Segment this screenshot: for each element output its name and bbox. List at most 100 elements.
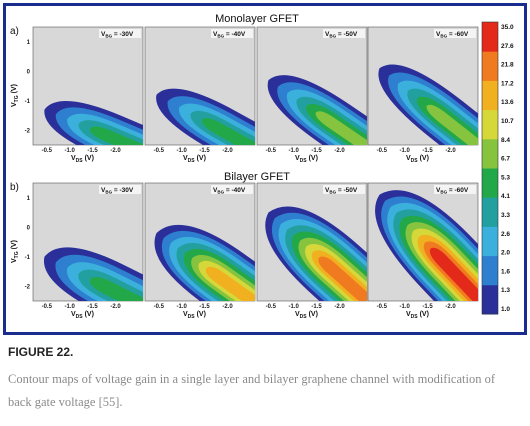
vbg-label: VBG = -30V xyxy=(99,29,141,39)
contour-band xyxy=(318,256,367,301)
contour-panel: VBG = -40V -0.5 -1.0 -1.5 -2.0 VDS (V) xyxy=(144,182,256,320)
vbg-label: VBG = -30V xyxy=(99,185,141,195)
x-tick-label: -0.5 xyxy=(154,148,165,154)
x-tick-label: -2.0 xyxy=(334,304,345,310)
vbg-label: VBG = -60V xyxy=(434,185,476,195)
contour-band xyxy=(89,276,143,301)
x-axis-label: VDS (V) xyxy=(71,155,94,164)
contour-panel: VBG = -60V -0.5 -1.0 -1.5 -2.0 VDS (V) xyxy=(367,182,479,320)
vbg-label: VBG = -40V xyxy=(211,185,253,195)
contour-band xyxy=(201,118,255,145)
x-tick-label: -1.5 xyxy=(311,148,322,154)
colorbar-tick-label: 5.3 xyxy=(501,174,510,181)
vbg-label: VBG = -40V xyxy=(211,29,253,39)
vbg-label-text: VBG = -40V xyxy=(213,187,246,195)
x-tick-label: -1.0 xyxy=(176,304,187,310)
x-tick-label: -0.5 xyxy=(266,148,277,154)
x-tick-label: -1.0 xyxy=(64,148,75,154)
x-tick-label: -2.0 xyxy=(110,148,121,154)
y-tick-label: -1 xyxy=(25,255,31,261)
x-tick-label: -2.0 xyxy=(110,304,121,310)
x-tick-label: -0.5 xyxy=(377,148,388,154)
colorbar-tick-label: 35.0 xyxy=(501,24,514,31)
vbg-value: = -60V xyxy=(447,31,469,38)
colorbar: 35.0 27.6 21.8 17.2 13.6 10.7 8.4 6.7 5.3 4.1 3.3 2… xyxy=(481,21,514,315)
x-tick-label: -0.5 xyxy=(42,148,53,154)
panel-letter-a: a) xyxy=(10,26,19,37)
colorbar-tick-label: 27.6 xyxy=(501,43,514,50)
y-axis-label: VTG (V) xyxy=(11,240,20,263)
colorbar-segment xyxy=(482,284,498,315)
contour-band xyxy=(89,126,143,145)
row-title-bilayer: Bilayer GFET xyxy=(224,171,290,183)
colorbar-segment xyxy=(482,226,498,257)
contour-figure: Monolayer GFET Bilayer GFET a) b) 1 0 -1 -2 VTG … xyxy=(10,13,514,320)
x-tick-label: -0.5 xyxy=(154,304,165,310)
y-tick-label: 0 xyxy=(27,69,31,75)
colorbar-segment xyxy=(482,80,498,111)
colorbar-tick-label: 1.3 xyxy=(501,287,510,294)
x-axis-label: VDS (V) xyxy=(406,311,429,320)
colorbar-border xyxy=(481,21,499,315)
colorbar-segment xyxy=(482,255,498,286)
vbg-label: VBG = -60V xyxy=(434,29,476,39)
vbg-label-text: VBG = -50V xyxy=(325,187,358,195)
x-axis-label: VDS (V) xyxy=(183,155,206,164)
vbg-label-box xyxy=(99,185,141,194)
y-tick-label: 1 xyxy=(27,40,31,46)
y-tick-label: -2 xyxy=(25,128,31,134)
vbg-value: = -60V xyxy=(447,187,469,194)
x-tick-label: -1.5 xyxy=(422,304,433,310)
vbg-label: VBG = -50V xyxy=(323,29,365,39)
vbg-value: = -40V xyxy=(224,187,246,194)
vbg-label-box xyxy=(99,29,141,38)
vbg-label-text: VBG = -30V xyxy=(101,31,134,39)
figure-caption-label: FIGURE 22. xyxy=(8,345,74,359)
x-axis-label: VDS (V) xyxy=(295,155,318,164)
colorbar-tick-label: 17.2 xyxy=(501,80,514,87)
row-title-monolayer: Monolayer GFET xyxy=(215,13,299,25)
contour-band xyxy=(429,247,478,301)
y-tick-label: 1 xyxy=(27,196,31,202)
colorbar-tick-label: 10.7 xyxy=(501,118,514,125)
x-axis-label: VDS (V) xyxy=(183,311,206,320)
colorbar-tick-label: 8.4 xyxy=(501,137,510,144)
vbg-label-text: VBG = -50V xyxy=(325,31,358,39)
x-tick-label: -1.5 xyxy=(422,148,433,154)
x-axis-label: VDS (V) xyxy=(71,311,94,320)
figure-caption-text: Contour maps of voltage gain in a single… xyxy=(8,372,496,409)
colorbar-segment xyxy=(482,109,498,140)
contour-panel: VBG = -30V -0.5 -1.0 -1.5 -2.0 VDS (V) xyxy=(32,182,144,320)
colorbar-tick-label: 2.6 xyxy=(501,231,510,238)
x-tick-label: -1.0 xyxy=(399,304,410,310)
colorbar-tick-label: 3.3 xyxy=(501,212,510,219)
x-axis-label: VDS (V) xyxy=(295,311,318,320)
x-tick-label: -0.5 xyxy=(266,304,277,310)
contour-panel: VBG = -40V -0.5 -1.0 -1.5 -2.0 VDS (V) xyxy=(144,26,256,164)
colorbar-segment xyxy=(482,197,498,227)
x-tick-label: -1.0 xyxy=(288,148,299,154)
contour-band xyxy=(205,266,255,301)
contour-panel: VBG = -30V -0.5 -1.0 -1.5 -2.0 VDS (V) xyxy=(32,26,144,164)
colorbar-segment xyxy=(482,138,498,169)
colorbar-tick-label: 6.7 xyxy=(501,156,510,163)
colorbar-tick-label: 1.6 xyxy=(501,268,510,275)
vbg-label-box xyxy=(434,29,476,38)
colorbar-tick-label: 1.0 xyxy=(501,306,510,313)
x-tick-label: -1.5 xyxy=(311,304,322,310)
x-tick-label: -1.5 xyxy=(87,148,98,154)
y-tick-label: -1 xyxy=(25,99,31,105)
vbg-value: = -30V xyxy=(112,31,134,38)
vbg-label-text: VBG = -30V xyxy=(101,187,134,195)
x-tick-label: -0.5 xyxy=(42,304,53,310)
colorbar-tick-label: 21.8 xyxy=(501,62,514,69)
x-tick-label: -1.5 xyxy=(199,148,210,154)
colorbar-segment xyxy=(482,51,498,81)
colorbar-tick-label: 13.6 xyxy=(501,99,514,106)
contour-panel: VBG = -50V -0.5 -1.0 -1.5 -2.0 VDS (V) xyxy=(256,26,368,164)
x-tick-label: -1.5 xyxy=(87,304,98,310)
vbg-label-box xyxy=(211,29,253,38)
vbg-label-text: VBG = -60V xyxy=(436,187,469,195)
vbg-label-box xyxy=(211,185,253,194)
